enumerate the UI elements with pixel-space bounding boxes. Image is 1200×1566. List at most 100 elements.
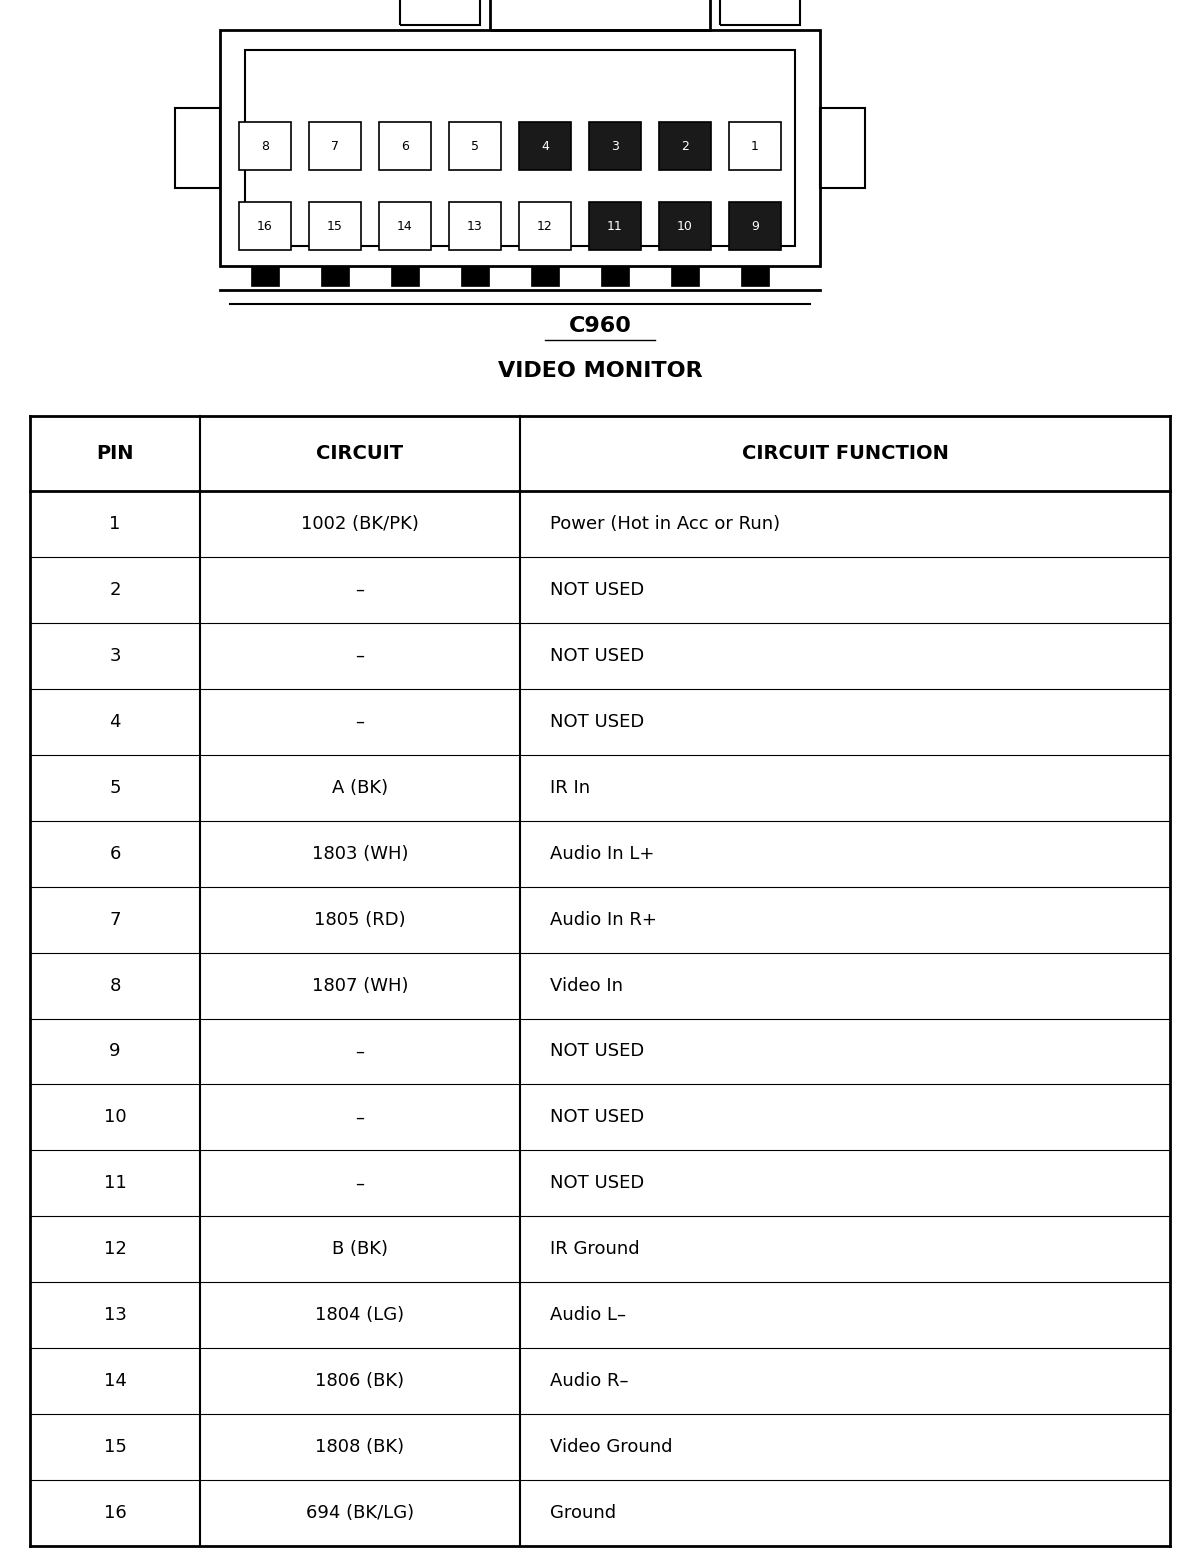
Text: NOT USED: NOT USED bbox=[550, 581, 644, 598]
Text: Audio L–: Audio L– bbox=[550, 1306, 626, 1325]
Text: 9: 9 bbox=[751, 219, 758, 232]
Text: 4: 4 bbox=[109, 713, 121, 731]
Text: 7: 7 bbox=[331, 139, 340, 152]
Text: 13: 13 bbox=[103, 1306, 126, 1325]
Text: CIRCUIT FUNCTION: CIRCUIT FUNCTION bbox=[742, 445, 948, 464]
Bar bbox=[671, 266, 698, 287]
Text: 12: 12 bbox=[103, 1240, 126, 1259]
Text: Audio In L+: Audio In L+ bbox=[550, 844, 654, 863]
Bar bbox=[391, 266, 419, 287]
Text: –: – bbox=[355, 647, 365, 666]
Text: 16: 16 bbox=[103, 1503, 126, 1522]
Text: Audio R–: Audio R– bbox=[550, 1372, 629, 1391]
Text: 1002 (BK/PK): 1002 (BK/PK) bbox=[301, 515, 419, 532]
Text: IR In: IR In bbox=[550, 778, 590, 797]
Bar bbox=[461, 266, 490, 287]
Text: 694 (BK/LG): 694 (BK/LG) bbox=[306, 1503, 414, 1522]
Bar bbox=[400, 0, 480, 25]
Bar bbox=[379, 122, 431, 171]
Text: VIDEO MONITOR: VIDEO MONITOR bbox=[498, 362, 702, 381]
Bar bbox=[730, 122, 781, 171]
Bar bbox=[175, 108, 220, 188]
Text: 3: 3 bbox=[109, 647, 121, 666]
Bar bbox=[490, 0, 710, 30]
Bar bbox=[589, 122, 641, 171]
Text: NOT USED: NOT USED bbox=[550, 713, 644, 731]
Bar bbox=[449, 202, 502, 251]
Text: CIRCUIT: CIRCUIT bbox=[317, 445, 403, 464]
Bar bbox=[820, 108, 865, 188]
Bar bbox=[589, 202, 641, 251]
Text: 15: 15 bbox=[328, 219, 343, 232]
Bar bbox=[720, 0, 800, 25]
Bar bbox=[730, 202, 781, 251]
Text: 11: 11 bbox=[607, 219, 623, 232]
Bar bbox=[322, 266, 349, 287]
Text: 10: 10 bbox=[103, 1109, 126, 1126]
Text: 12: 12 bbox=[538, 219, 553, 232]
Text: 8: 8 bbox=[262, 139, 269, 152]
Text: 9: 9 bbox=[109, 1043, 121, 1060]
Text: B (BK): B (BK) bbox=[332, 1240, 388, 1259]
Bar bbox=[742, 266, 769, 287]
Text: 1807 (WH): 1807 (WH) bbox=[312, 977, 408, 994]
Text: 3: 3 bbox=[611, 139, 619, 152]
Text: C960: C960 bbox=[569, 316, 631, 337]
Text: Video Ground: Video Ground bbox=[550, 1438, 672, 1456]
Text: 10: 10 bbox=[677, 219, 692, 232]
Text: NOT USED: NOT USED bbox=[550, 1043, 644, 1060]
Bar bbox=[220, 30, 820, 266]
Text: Video In: Video In bbox=[550, 977, 623, 994]
Bar bbox=[520, 122, 571, 171]
Text: –: – bbox=[355, 713, 365, 731]
Text: PIN: PIN bbox=[96, 445, 133, 464]
Text: –: – bbox=[355, 581, 365, 598]
Text: 1: 1 bbox=[751, 139, 758, 152]
Text: 15: 15 bbox=[103, 1438, 126, 1456]
Bar bbox=[310, 202, 361, 251]
Text: 1804 (LG): 1804 (LG) bbox=[316, 1306, 404, 1325]
Text: Power (Hot in Acc or Run): Power (Hot in Acc or Run) bbox=[550, 515, 780, 532]
Text: 4: 4 bbox=[541, 139, 548, 152]
Bar bbox=[659, 202, 710, 251]
Text: 16: 16 bbox=[257, 219, 272, 232]
Text: IR Ground: IR Ground bbox=[550, 1240, 640, 1259]
Bar bbox=[449, 122, 502, 171]
Text: 8: 8 bbox=[109, 977, 121, 994]
Bar bbox=[239, 122, 292, 171]
Text: 2: 2 bbox=[682, 139, 689, 152]
Text: 2: 2 bbox=[109, 581, 121, 598]
Text: 14: 14 bbox=[103, 1372, 126, 1391]
Bar bbox=[251, 266, 278, 287]
Text: A (BK): A (BK) bbox=[332, 778, 388, 797]
Text: 14: 14 bbox=[397, 219, 413, 232]
Text: 6: 6 bbox=[401, 139, 409, 152]
Bar bbox=[659, 122, 710, 171]
Text: 1803 (WH): 1803 (WH) bbox=[312, 844, 408, 863]
Text: 7: 7 bbox=[109, 910, 121, 929]
Bar bbox=[520, 202, 571, 251]
Text: –: – bbox=[355, 1109, 365, 1126]
Text: Ground: Ground bbox=[550, 1503, 616, 1522]
Text: 1805 (RD): 1805 (RD) bbox=[314, 910, 406, 929]
Text: Audio In R+: Audio In R+ bbox=[550, 910, 656, 929]
Text: NOT USED: NOT USED bbox=[550, 647, 644, 666]
Text: 11: 11 bbox=[103, 1174, 126, 1192]
Text: 5: 5 bbox=[109, 778, 121, 797]
Bar bbox=[310, 122, 361, 171]
Text: 13: 13 bbox=[467, 219, 482, 232]
Text: 1808 (BK): 1808 (BK) bbox=[316, 1438, 404, 1456]
Bar bbox=[530, 266, 559, 287]
Text: –: – bbox=[355, 1174, 365, 1192]
Bar bbox=[245, 50, 796, 246]
Text: 6: 6 bbox=[109, 844, 121, 863]
Text: –: – bbox=[355, 1043, 365, 1060]
Bar bbox=[601, 266, 629, 287]
Text: 1806 (BK): 1806 (BK) bbox=[316, 1372, 404, 1391]
Text: NOT USED: NOT USED bbox=[550, 1109, 644, 1126]
Bar bbox=[379, 202, 431, 251]
Bar bbox=[239, 202, 292, 251]
Text: 5: 5 bbox=[470, 139, 479, 152]
Text: 1: 1 bbox=[109, 515, 121, 532]
Text: NOT USED: NOT USED bbox=[550, 1174, 644, 1192]
